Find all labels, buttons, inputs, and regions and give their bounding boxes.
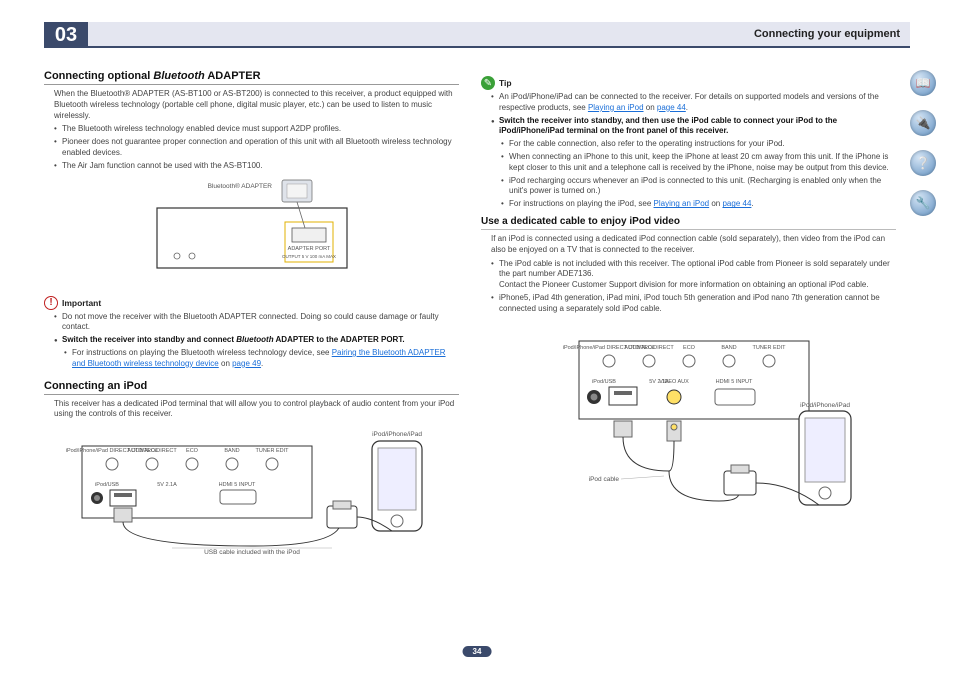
nav-icon-help[interactable]: ❔ bbox=[910, 150, 936, 176]
svg-text:TUNER EDIT: TUNER EDIT bbox=[255, 448, 289, 454]
tip-header: ✎ Tip bbox=[481, 76, 896, 90]
tip-label: Tip bbox=[499, 78, 512, 88]
svg-text:HDMI 5 INPUT: HDMI 5 INPUT bbox=[715, 379, 752, 385]
ipod-intro: This receiver has a dedicated iPod termi… bbox=[44, 399, 459, 421]
sub-item: For the cable connection, also refer to … bbox=[501, 139, 896, 150]
vid-list: The iPod cable is not included with this… bbox=[481, 259, 896, 315]
svg-text:HDMI 5 INPUT: HDMI 5 INPUT bbox=[218, 482, 255, 488]
bt-intro: When the Bluetooth® ADAPTER (AS-BT100 or… bbox=[44, 89, 459, 121]
bt-bullet: Pioneer does not guarantee proper connec… bbox=[54, 137, 459, 159]
svg-text:iPod cable: iPod cable bbox=[588, 476, 619, 483]
page-number: 34 bbox=[463, 646, 492, 657]
sub-list-right: For the cable connection, also refer to … bbox=[481, 139, 896, 210]
svg-text:5V 2.1A: 5V 2.1A bbox=[157, 482, 177, 488]
sub-item: For instructions on playing the iPod, se… bbox=[501, 199, 896, 210]
link-page44[interactable]: page 44 bbox=[657, 103, 686, 112]
step-bold: Switch the receiver into standby and con… bbox=[54, 335, 459, 346]
heading-bluetooth: Connecting optional Bluetooth ADAPTER bbox=[44, 70, 459, 85]
diagram-bluetooth-adapter: Bluetooth® ADAPTER ADAPTER PORT OUTPUT 5… bbox=[44, 178, 459, 288]
left-column: Connecting optional Bluetooth ADAPTER Wh… bbox=[44, 70, 459, 564]
nav-icon-manual[interactable]: 📖 bbox=[910, 70, 936, 96]
link-page44-2[interactable]: page 44 bbox=[722, 199, 751, 208]
important-label: Important bbox=[62, 298, 101, 308]
svg-text:Bluetooth® ADAPTER: Bluetooth® ADAPTER bbox=[207, 182, 272, 190]
bt-bullets: The Bluetooth wireless technology enable… bbox=[44, 124, 459, 171]
svg-text:AUTO/ALC/DIRECT: AUTO/ALC/DIRECT bbox=[624, 345, 674, 351]
svg-text:iPod/USB: iPod/USB bbox=[592, 379, 616, 385]
bt-bullet: The Air Jam function cannot be used with… bbox=[54, 161, 459, 172]
step-bold-right: Switch the receiver into standby, and th… bbox=[491, 116, 896, 138]
svg-text:ECO: ECO bbox=[683, 345, 696, 351]
svg-text:TUNER EDIT: TUNER EDIT bbox=[752, 345, 786, 351]
link-playing-ipod[interactable]: Playing an iPod bbox=[588, 103, 644, 112]
svg-text:OUTPUT 5 V 100 mA MAX: OUTPUT 5 V 100 mA MAX bbox=[282, 254, 336, 259]
vid-item: iPhone5, iPad 4th generation, iPad mini,… bbox=[491, 293, 896, 315]
bt-bullet: The Bluetooth wireless technology enable… bbox=[54, 124, 459, 135]
nav-icon-settings[interactable]: 🔧 bbox=[910, 190, 936, 216]
sub-item: For instructions on playing the Bluetoot… bbox=[64, 348, 459, 370]
chapter-title: Connecting your equipment bbox=[88, 22, 910, 48]
sub-item: iPod recharging occurs whenever an iPod … bbox=[501, 176, 896, 198]
heading-ipod-video: Use a dedicated cable to enjoy iPod vide… bbox=[481, 216, 896, 230]
vid-item: The iPod cable is not included with this… bbox=[491, 259, 896, 291]
step-list: Switch the receiver into standby and con… bbox=[44, 335, 459, 346]
link-page49[interactable]: page 49 bbox=[232, 359, 261, 368]
chapter-number: 03 bbox=[44, 22, 88, 48]
tip-item: An iPod/iPhone/iPad can be connected to … bbox=[491, 92, 896, 114]
tip-list: An iPod/iPhone/iPad can be connected to … bbox=[481, 92, 896, 114]
right-column: ✎ Tip An iPod/iPhone/iPad can be connect… bbox=[481, 70, 896, 564]
heading-ipod: Connecting an iPod bbox=[44, 380, 459, 395]
vid-intro: If an iPod is connected using a dedicate… bbox=[481, 234, 896, 256]
svg-text:iPod/iPhone/iPad: iPod/iPhone/iPad bbox=[372, 431, 422, 438]
side-nav-icons: 📖 🔌 ❔ 🔧 bbox=[910, 70, 938, 216]
sub-list: For instructions on playing the Bluetoot… bbox=[44, 348, 459, 370]
svg-text:BAND: BAND bbox=[224, 448, 239, 454]
svg-text:BAND: BAND bbox=[721, 345, 736, 351]
diagram-ipod-usb: iPod/iPhone/iPad DIRECT CONTROL AUTO/ALC… bbox=[44, 426, 459, 556]
nav-icon-speaker[interactable]: 🔌 bbox=[910, 110, 936, 136]
important-list: Do not move the receiver with the Blueto… bbox=[44, 312, 459, 334]
diagram-ipod-video: iPod/iPhone/iPad DIRECT CONTROL AUTO/ALC… bbox=[481, 321, 896, 521]
svg-text:AUTO/ALC/DIRECT: AUTO/ALC/DIRECT bbox=[127, 448, 177, 454]
header-band: 03 Connecting your equipment bbox=[44, 22, 910, 48]
step-list-right: Switch the receiver into standby, and th… bbox=[481, 116, 896, 138]
sub-item: When connecting an iPhone to this unit, … bbox=[501, 152, 896, 174]
svg-text:ECO: ECO bbox=[186, 448, 199, 454]
warning-icon: ! bbox=[44, 296, 58, 310]
link-playing-ipod-2[interactable]: Playing an iPod bbox=[654, 199, 710, 208]
svg-text:iPod/USB: iPod/USB bbox=[95, 482, 119, 488]
important-item: Do not move the receiver with the Blueto… bbox=[54, 312, 459, 334]
important-header: ! Important bbox=[44, 296, 459, 310]
svg-text:iPod/iPhone/iPad: iPod/iPhone/iPad bbox=[800, 402, 850, 409]
tip-icon: ✎ bbox=[481, 76, 495, 90]
svg-text:ADAPTER PORT: ADAPTER PORT bbox=[287, 246, 330, 252]
svg-text:USB cable included with the iP: USB cable included with the iPod bbox=[204, 549, 300, 556]
svg-text:VIDEO AUX: VIDEO AUX bbox=[659, 379, 689, 385]
